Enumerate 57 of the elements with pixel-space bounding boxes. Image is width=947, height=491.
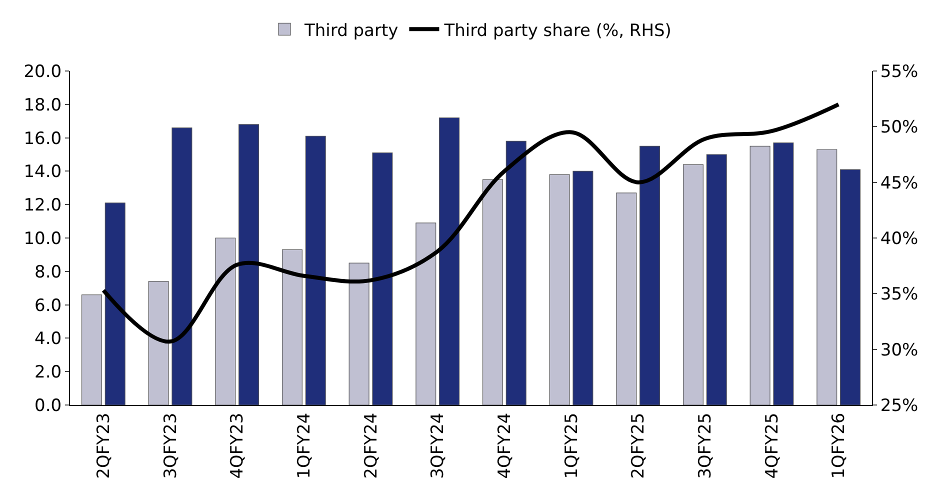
bar <box>816 149 838 405</box>
x-tick-label: 4QFY24 <box>494 412 515 479</box>
bar <box>572 170 594 405</box>
y2-tick-label: 55% <box>880 62 918 82</box>
bar <box>750 146 770 405</box>
bar <box>372 152 393 405</box>
y-tick-label: 10.0 <box>24 228 62 249</box>
bar <box>215 238 236 405</box>
bar <box>439 117 460 405</box>
y-tick-label: 6.0 <box>34 296 62 316</box>
y-tick-label: 2.0 <box>34 362 62 383</box>
y-tick-label: 16.0 <box>24 128 62 149</box>
y-tick-label: 20.0 <box>24 62 62 82</box>
bar <box>282 249 302 405</box>
bar <box>482 179 503 405</box>
x-tick-label: 1QFY25 <box>562 412 582 479</box>
bar <box>104 202 126 405</box>
bar <box>305 136 326 405</box>
y-tick-label: 12.0 <box>24 196 62 216</box>
bar <box>348 262 370 405</box>
bar <box>416 222 436 405</box>
bar <box>506 140 526 405</box>
bar <box>773 142 794 405</box>
bar <box>238 124 260 405</box>
y-tick-label: 8.0 <box>34 262 62 282</box>
bar <box>840 169 861 405</box>
x-tick-label: 1QFY26 <box>829 412 850 479</box>
y2-tick-label: 40% <box>880 228 918 249</box>
x-tick-label: 2QFY24 <box>361 412 382 479</box>
y2-tick-label: 45% <box>880 173 918 194</box>
x-tick-label: 1QFY24 <box>294 412 314 479</box>
bar <box>616 192 637 405</box>
y2-tick-label: 25% <box>880 396 918 416</box>
y2-tick-label: 35% <box>880 284 918 305</box>
y-tick-label: 0.0 <box>34 396 62 416</box>
y2-tick-label: 50% <box>880 118 918 138</box>
y-tick-label: 4.0 <box>34 329 62 350</box>
bar <box>682 164 704 405</box>
bar <box>172 127 192 405</box>
legend-label: Third party <box>304 20 398 41</box>
x-tick-label: 2QFY23 <box>94 412 114 479</box>
y2-tick-label: 30% <box>880 340 918 360</box>
bar <box>148 281 169 405</box>
x-tick-label: 4QFY25 <box>762 412 782 479</box>
x-tick-label: 3QFY25 <box>695 412 716 479</box>
y-tick-label: 18.0 <box>24 95 62 116</box>
line-series <box>101 102 841 344</box>
bar <box>549 174 570 405</box>
bar <box>640 146 660 405</box>
bar <box>81 294 102 405</box>
bar <box>706 154 727 405</box>
legend-label: Third party share (%, RHS) <box>443 20 672 41</box>
x-tick-label: 4QFY23 <box>228 412 248 479</box>
x-tick-label: 3QFY23 <box>160 412 181 479</box>
x-tick-label: 3QFY24 <box>428 412 448 479</box>
y-tick-label: 14.0 <box>24 162 62 182</box>
x-tick-label: 2QFY25 <box>628 412 649 479</box>
